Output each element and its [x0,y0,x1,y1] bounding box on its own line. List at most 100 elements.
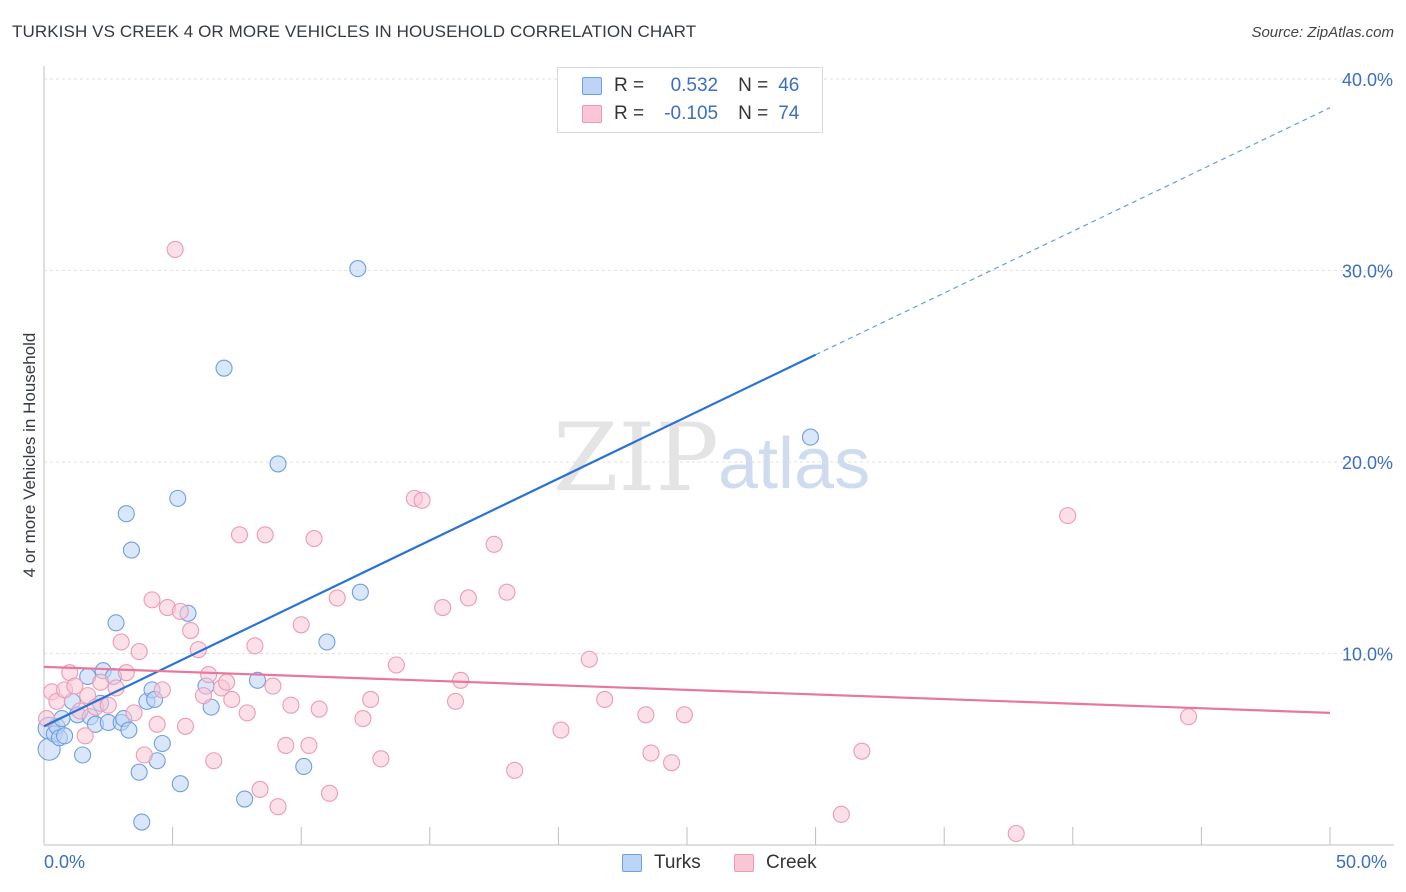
creek-point [230,526,249,544]
creek-point [171,602,189,620]
creek-point [663,754,681,772]
turks-point [171,775,189,793]
creek-point [853,742,871,760]
creek-r-value: -0.105 [664,103,719,124]
creek-point [506,761,524,779]
turks-point [153,734,171,753]
creek-point [269,798,287,816]
creek-point [182,621,200,640]
turks-point [107,614,125,632]
creek-point [354,710,372,728]
turks-point [120,721,138,739]
y-tick-label: 20.0% [1342,453,1393,473]
stats-legend-row-turks: R = 0.532 N = 46 [582,74,799,98]
creek-point [246,637,264,655]
creek-point [251,780,269,799]
legend-item-creek: Creek [734,852,817,874]
legend-item-turks: Turks [622,852,701,874]
creek-n-value: 74 [778,103,800,124]
y-tick-label: 10.0% [1342,645,1393,665]
creek-point [256,526,274,544]
creek-point [637,706,655,724]
creek-point [387,656,405,674]
creek-point [205,752,223,770]
turks-point [295,757,313,776]
creek-point [143,591,161,609]
creek-point [117,664,135,682]
creek-point [434,598,452,617]
grid-lines [44,78,1394,654]
creek-point [642,744,660,762]
creek-point [362,690,380,709]
watermark-atlas: atlas [718,424,870,504]
creek-point [130,643,148,661]
turks-point [248,671,267,689]
creek-point [92,673,110,691]
creek-point [166,240,184,258]
turks-r-value: 0.532 [670,75,719,96]
creek-point [112,633,130,651]
creek-point [66,677,84,695]
n-label: N = [738,75,769,96]
creek-point [148,715,166,733]
stats-legend: R = 0.532 N = 46 R = -0.105 N = 74 [557,67,823,133]
creek-point [223,690,241,709]
x-tick-label-max: 50.0% [1336,852,1388,872]
creek-swatch [582,105,602,123]
creek-point [292,616,310,634]
turks-point [318,633,336,651]
r-label: R = [614,75,645,96]
creek-point [300,736,318,754]
x-tick-label-min: 0.0% [44,852,86,872]
turks-point [117,505,135,523]
creek-point [580,650,598,668]
creek-point [552,721,570,739]
creek-point [125,704,143,722]
creek-point [328,589,346,607]
creek-point [320,784,339,802]
creek-trend-line [43,665,1331,714]
n-label: N = [738,103,769,124]
creek-point [176,717,195,735]
creek-point [372,750,390,768]
creek-point [200,666,218,684]
turks-point [122,541,140,559]
turks-point [801,428,820,446]
turks-point [56,727,74,745]
creek-point [282,696,300,714]
watermark-zip: ZIP [553,404,719,513]
creek-point [310,700,328,718]
creek-point [485,535,503,553]
stats-legend-row-creek: R = -0.105 N = 74 [582,102,799,126]
creek-point [446,692,465,710]
turks-point [74,746,92,764]
turks-n-value: 46 [778,75,800,96]
creek-point [135,746,153,764]
creek-point [1059,507,1077,525]
creek-point [1179,708,1198,726]
turks-point [269,455,287,473]
creek-point [277,736,295,754]
creek-legend-swatch [734,854,754,872]
creek-point [452,671,470,689]
creek-point [238,704,256,722]
turks-swatch [582,77,602,95]
turks-point [169,489,187,507]
creek-point [194,687,213,705]
creek-point [832,805,850,823]
creek-point [675,706,693,724]
turks-point [215,359,233,377]
turks-point [349,260,367,278]
points-layer [37,240,1198,843]
creek-point [153,681,171,699]
legend-label-turks: Turks [654,852,701,873]
trend-lines [43,107,1331,728]
legend-label-creek: Creek [766,852,817,873]
turks-legend-swatch [622,854,642,872]
chart-title: TURKISH VS CREEK 4 OR MORE VEHICLES IN H… [12,22,697,41]
y-tick-labels: 10.0% 20.0% 30.0% 40.0% [1342,70,1393,665]
creek-point [413,491,431,509]
turks-point [236,790,254,808]
creek-point [99,696,117,714]
